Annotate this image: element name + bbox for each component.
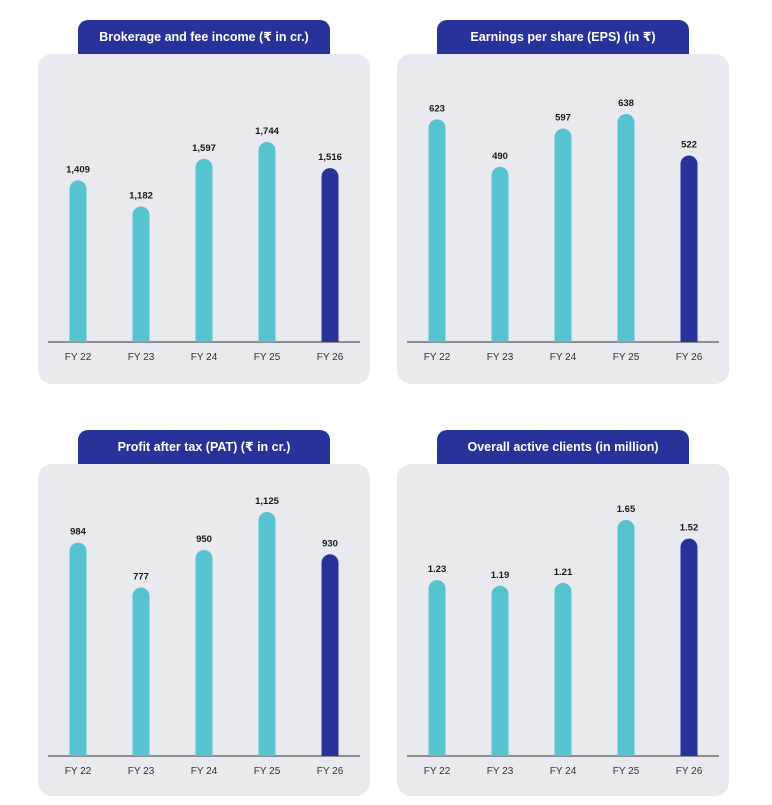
data-label: 1.21 — [554, 567, 573, 578]
x-tick-label: FY 26 — [317, 352, 344, 363]
data-label: 1.52 — [680, 523, 699, 534]
data-label: 777 — [133, 571, 149, 582]
x-tick-label: FY 25 — [254, 352, 281, 363]
bar-fy23 — [491, 585, 509, 756]
x-tick-label: FY 25 — [613, 352, 640, 363]
bar-fy26 — [321, 168, 339, 342]
x-tick-label: FY 26 — [676, 766, 703, 777]
x-tick-label: FY 26 — [317, 766, 344, 777]
bar-fy24 — [554, 128, 572, 342]
data-label: 950 — [196, 534, 212, 545]
x-tick-label: FY 23 — [487, 352, 514, 363]
x-tick-label: FY 24 — [550, 352, 577, 363]
x-tick-label: FY 23 — [487, 766, 514, 777]
bar-chart-eps: 623 FY 22 490 FY 23 597 FY 24 638 FY 25 522 FY 26 — [407, 98, 719, 363]
x-tick-label: FY 25 — [254, 766, 281, 777]
x-tick-label: FY 22 — [65, 766, 92, 777]
chart-title: Overall active clients (in million) — [437, 430, 689, 464]
data-label: 930 — [322, 538, 338, 549]
x-tick-label: FY 23 — [128, 352, 155, 363]
data-label: 1,409 — [66, 164, 90, 175]
chart-title: Brokerage and fee income (₹ in cr.) — [78, 20, 330, 54]
x-tick-label: FY 26 — [676, 352, 703, 363]
data-label: 1,516 — [318, 152, 342, 163]
bar-fy22 — [69, 180, 87, 342]
data-label: 597 — [555, 113, 571, 124]
bar-fy26 — [321, 554, 339, 756]
x-tick-label: FY 24 — [550, 766, 577, 777]
bar-fy24 — [554, 582, 572, 756]
bar-fy26 — [680, 155, 698, 342]
chart-title: Profit after tax (PAT) (₹ in cr.) — [78, 430, 330, 464]
x-tick-label: FY 24 — [191, 766, 218, 777]
x-tick-label: FY 23 — [128, 766, 155, 777]
x-tick-label: FY 24 — [191, 352, 218, 363]
bar-fy23 — [491, 166, 509, 342]
chart-title: Earnings per share (EPS) (in ₹) — [437, 20, 689, 54]
bar-fy25 — [258, 142, 276, 342]
data-label: 522 — [681, 139, 697, 150]
data-label: 1,597 — [192, 143, 216, 154]
bar-fy25 — [617, 114, 635, 342]
data-label: 623 — [429, 103, 445, 114]
bar-fy24 — [195, 549, 213, 756]
bar-fy25 — [617, 520, 635, 756]
data-label: 1.65 — [617, 504, 636, 515]
bar-fy23 — [132, 587, 150, 756]
data-label: 984 — [70, 527, 87, 538]
data-label: 1,125 — [255, 496, 279, 507]
data-label: 1,182 — [129, 190, 153, 201]
data-label: 1,744 — [255, 126, 279, 137]
bar-fy22 — [428, 119, 446, 342]
chart-panel-clients: Overall active clients (in million) 1.23… — [397, 430, 729, 796]
data-label: 638 — [618, 98, 634, 109]
bar-fy26 — [680, 538, 698, 756]
bar-fy22 — [428, 580, 446, 756]
bar-fy22 — [69, 542, 87, 756]
data-label: 490 — [492, 151, 508, 162]
chart-panel-brokerage: Brokerage and fee income (₹ in cr.) 1,40… — [38, 20, 370, 384]
x-tick-label: FY 22 — [424, 766, 451, 777]
bar-fy25 — [258, 512, 276, 756]
bar-chart-clients: 1.23 FY 22 1.19 FY 23 1.21 FY 24 1.65 FY 25 1.52… — [407, 504, 719, 777]
x-tick-label: FY 22 — [424, 352, 451, 363]
bar-fy23 — [132, 206, 150, 342]
chart-panel-eps: Earnings per share (EPS) (in ₹) 623 FY 22… — [397, 20, 729, 384]
bar-fy24 — [195, 158, 213, 342]
bar-chart-pat: 984 FY 22 777 FY 23 950 FY 24 1,125 FY 25 930 FY … — [48, 496, 360, 777]
data-label: 1.23 — [428, 564, 447, 575]
data-label: 1.19 — [491, 570, 510, 581]
bar-chart-brokerage: 1,409 FY 22 1,182 FY 23 1,597 FY 24 1,744 FY 25… — [48, 126, 360, 363]
x-tick-label: FY 22 — [65, 352, 92, 363]
chart-panel-pat: Profit after tax (PAT) (₹ in cr.) 984 FY … — [38, 430, 370, 796]
x-tick-label: FY 25 — [613, 766, 640, 777]
